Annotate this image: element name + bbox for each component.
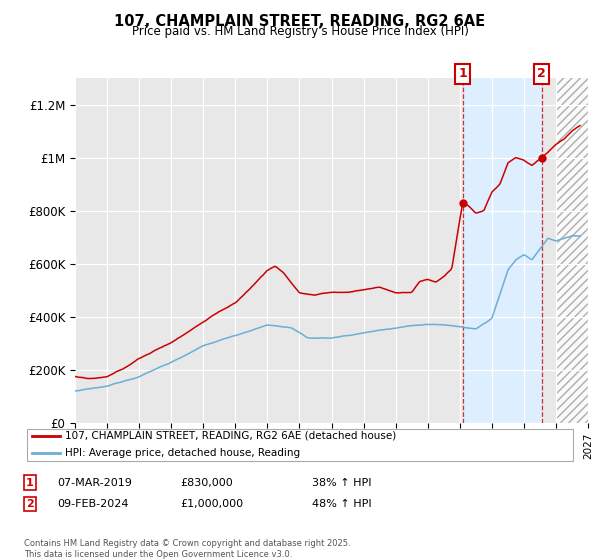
Text: 2: 2 (26, 499, 34, 509)
Bar (556, 78, 588, 423)
Text: 2: 2 (537, 67, 546, 81)
Text: 09-FEB-2024: 09-FEB-2024 (57, 499, 128, 509)
Text: £830,000: £830,000 (180, 478, 233, 488)
Text: Price paid vs. HM Land Registry's House Price Index (HPI): Price paid vs. HM Land Registry's House … (131, 25, 469, 38)
Text: 38% ↑ HPI: 38% ↑ HPI (312, 478, 371, 488)
Text: 48% ↑ HPI: 48% ↑ HPI (312, 499, 371, 509)
Text: 07-MAR-2019: 07-MAR-2019 (57, 478, 132, 488)
Text: HPI: Average price, detached house, Reading: HPI: Average price, detached house, Read… (65, 449, 301, 458)
Text: Contains HM Land Registry data © Crown copyright and database right 2025.
This d: Contains HM Land Registry data © Crown c… (24, 539, 350, 559)
FancyBboxPatch shape (27, 428, 573, 461)
Text: 107, CHAMPLAIN STREET, READING, RG2 6AE: 107, CHAMPLAIN STREET, READING, RG2 6AE (115, 14, 485, 29)
Text: 107, CHAMPLAIN STREET, READING, RG2 6AE (detached house): 107, CHAMPLAIN STREET, READING, RG2 6AE … (65, 431, 397, 441)
Text: 1: 1 (458, 67, 467, 81)
Text: £1,000,000: £1,000,000 (180, 499, 243, 509)
Text: 1: 1 (26, 478, 34, 488)
Bar (463, 78, 542, 423)
